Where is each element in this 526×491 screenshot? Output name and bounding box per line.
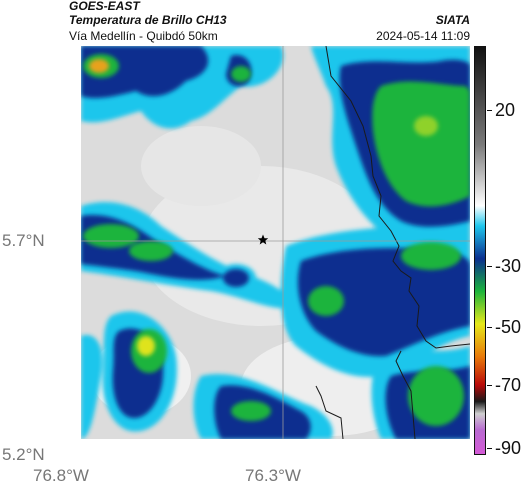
region-label: Vía Medellín - Quibdó 50km bbox=[69, 29, 218, 43]
star-icon[interactable] bbox=[257, 234, 269, 245]
lat-label-5-7: 5.7°N bbox=[2, 231, 45, 250]
colorbar-label-minus70: -70 bbox=[495, 375, 522, 395]
satellite-map[interactable] bbox=[81, 46, 470, 439]
lon-label-76-8: 76.8°W bbox=[33, 466, 89, 485]
colorbar-label-minus90: -90 bbox=[495, 438, 522, 458]
colorbar-label-minus50: -50 bbox=[495, 317, 522, 337]
colorbar-tick bbox=[487, 448, 492, 449]
colorbar-tick bbox=[487, 327, 492, 328]
datetime-label: 2024-05-14 11:09 bbox=[376, 29, 470, 43]
satellite-title: GOES-EAST bbox=[69, 0, 140, 13]
colorbar-label-20: 20 bbox=[495, 100, 516, 120]
colorbar bbox=[474, 46, 486, 455]
organization-label: SIATA bbox=[435, 13, 470, 27]
coastline bbox=[315, 46, 470, 439]
cloud-layer-yellow bbox=[89, 59, 438, 356]
gridlines bbox=[81, 46, 470, 439]
colorbar-tick bbox=[487, 110, 492, 111]
colorbar-tick bbox=[487, 266, 492, 267]
product-title: Temperatura de Brillo CH13 bbox=[69, 13, 227, 27]
lat-label-5-2: 5.2°N bbox=[2, 445, 45, 464]
colorbar-label-minus30: -30 bbox=[495, 256, 522, 276]
colorbar-tick bbox=[487, 385, 492, 386]
lon-label-76-3: 76.3°W bbox=[245, 466, 301, 485]
